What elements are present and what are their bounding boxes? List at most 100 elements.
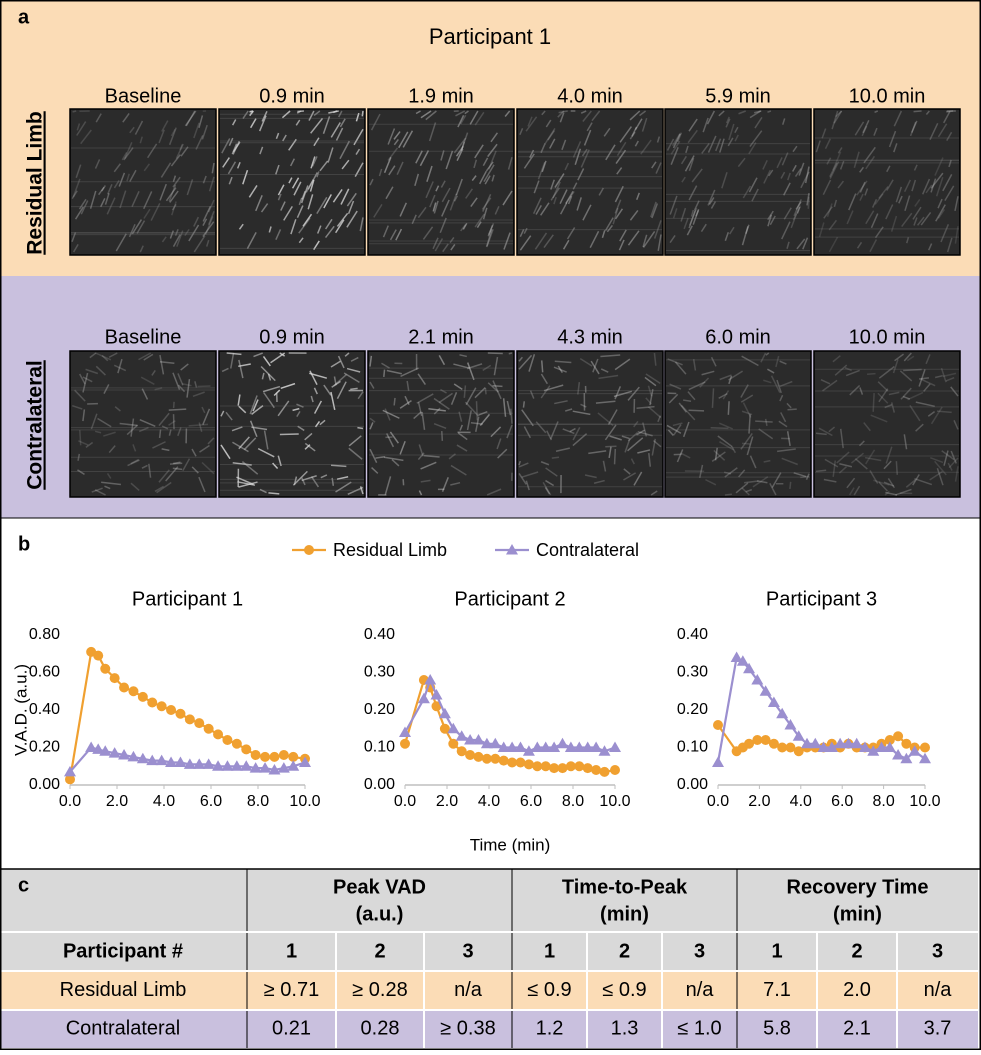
marker — [110, 673, 120, 683]
x-tick-label: 4.0 — [153, 793, 175, 810]
marker — [541, 761, 551, 771]
column-number: 1 — [544, 940, 555, 962]
y-tick-label: 0.20 — [364, 701, 395, 718]
marker — [138, 692, 148, 702]
panel-label: b — [18, 533, 30, 555]
texture-line — [477, 401, 478, 420]
marker — [119, 683, 129, 693]
marker — [499, 756, 509, 766]
marker — [157, 701, 167, 711]
cell: 1.3 — [611, 1017, 639, 1039]
texture-line — [357, 428, 363, 429]
marker — [400, 739, 410, 749]
y-tick-label: 0.60 — [29, 664, 60, 681]
texture-line — [755, 421, 772, 422]
texture-line — [542, 360, 543, 372]
texture-line — [728, 401, 729, 415]
column-number: 3 — [462, 940, 473, 962]
cell: n/a — [686, 979, 715, 1001]
cell: 0.21 — [272, 1017, 311, 1039]
marker — [213, 729, 223, 739]
chart-title: Participant 3 — [766, 588, 877, 610]
time-label: Baseline — [105, 326, 182, 348]
marker — [241, 744, 251, 754]
texture-line — [615, 449, 616, 464]
x-tick-label: 10.0 — [909, 793, 940, 810]
subheader-label: Participant # — [63, 940, 183, 962]
marker — [204, 724, 214, 734]
texture-line — [384, 370, 385, 377]
x-tick-label: 2.0 — [748, 793, 770, 810]
marker — [232, 739, 242, 749]
image — [814, 109, 960, 255]
marker — [713, 720, 723, 730]
marker — [516, 758, 526, 768]
time-label: 10.0 min — [849, 85, 926, 107]
marker — [260, 752, 270, 762]
cell: ≤ 0.9 — [602, 979, 646, 1001]
cell: 2.0 — [843, 979, 871, 1001]
panel-title: Participant 1 — [429, 24, 551, 49]
row-label: Contralateral — [66, 1017, 181, 1039]
x-tick-label: 0.0 — [394, 793, 416, 810]
cell: 7.1 — [763, 979, 791, 1001]
cell: ≥ 0.71 — [264, 979, 319, 1001]
marker — [100, 664, 110, 674]
y-tick-label: 0.40 — [677, 626, 708, 643]
x-tick-label: 4.0 — [478, 793, 500, 810]
cell: n/a — [454, 979, 483, 1001]
column-number: 1 — [286, 940, 297, 962]
y-tick-label: 0.80 — [29, 626, 60, 643]
time-label: 0.9 min — [259, 326, 325, 348]
texture-line — [867, 374, 876, 375]
texture-line — [331, 465, 346, 466]
row-label: Residual Limb — [24, 111, 47, 255]
time-label: 2.1 min — [408, 326, 474, 348]
cell: 1.2 — [536, 1017, 564, 1039]
time-label: 6.0 min — [705, 326, 771, 348]
group-title: Time-to-Peak — [562, 876, 688, 898]
texture-line — [80, 430, 81, 445]
marker — [474, 752, 484, 762]
texture-line — [492, 386, 502, 387]
cell: 3.7 — [924, 1017, 952, 1039]
column-number: 2 — [374, 940, 385, 962]
image — [368, 351, 514, 497]
panel-label: c — [18, 874, 29, 896]
time-label: 4.3 min — [557, 326, 623, 348]
texture-line — [914, 111, 922, 112]
time-label: 4.0 min — [557, 85, 623, 107]
texture-line — [442, 431, 443, 441]
cell: ≥ 0.38 — [440, 1017, 495, 1039]
cell: ≤ 0.9 — [527, 979, 571, 1001]
marker — [304, 545, 314, 555]
y-tick-label: 0.30 — [677, 664, 708, 681]
column-number: 3 — [932, 940, 943, 962]
texture-line — [712, 388, 713, 408]
image — [665, 351, 811, 497]
texture-line — [808, 197, 809, 209]
marker — [583, 763, 593, 773]
cell: n/a — [924, 979, 953, 1001]
x-tick-label: 10.0 — [289, 793, 320, 810]
y-tick-label: 0.10 — [364, 739, 395, 756]
x-tick-label: 10.0 — [599, 793, 630, 810]
marker — [574, 761, 584, 771]
x-tick-label: 2.0 — [436, 793, 458, 810]
row-label: Residual Limb — [60, 979, 187, 1001]
x-tick-label: 8.0 — [247, 793, 269, 810]
cell: 5.8 — [763, 1017, 791, 1039]
x-tick-label: 2.0 — [106, 793, 128, 810]
marker — [591, 765, 601, 775]
marker — [490, 754, 500, 764]
texture-line — [790, 482, 791, 489]
marker — [147, 698, 157, 708]
marker — [557, 738, 569, 749]
marker — [893, 731, 903, 741]
marker — [222, 735, 232, 745]
x-axis-label: Time (min) — [470, 835, 551, 854]
time-label: 0.9 min — [259, 85, 325, 107]
marker — [919, 753, 931, 764]
